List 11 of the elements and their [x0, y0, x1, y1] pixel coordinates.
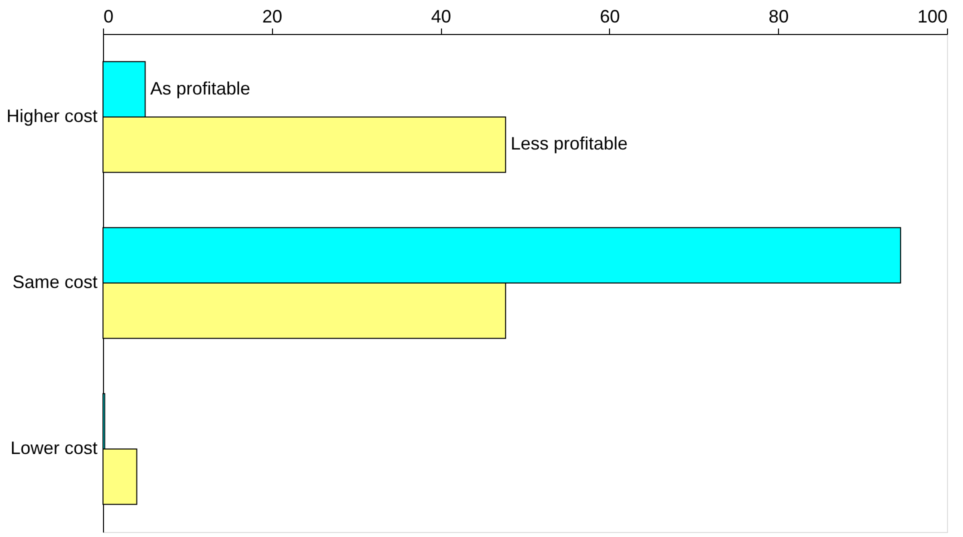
- y-tick-label: Lower cost: [10, 438, 98, 458]
- x-tick-label: 60: [600, 6, 620, 26]
- x-tick-label: 0: [104, 6, 114, 26]
- series-label: Less profitable: [510, 134, 628, 154]
- x-tick-label: 80: [768, 6, 789, 26]
- series-label: As profitable: [150, 78, 250, 98]
- y-tick-label: Same cost: [12, 272, 98, 292]
- x-tick-label: 20: [262, 6, 282, 26]
- x-tick-label: 100: [917, 6, 948, 26]
- y-tick-label: Higher cost: [6, 106, 98, 126]
- x-tick-label: 40: [431, 6, 452, 26]
